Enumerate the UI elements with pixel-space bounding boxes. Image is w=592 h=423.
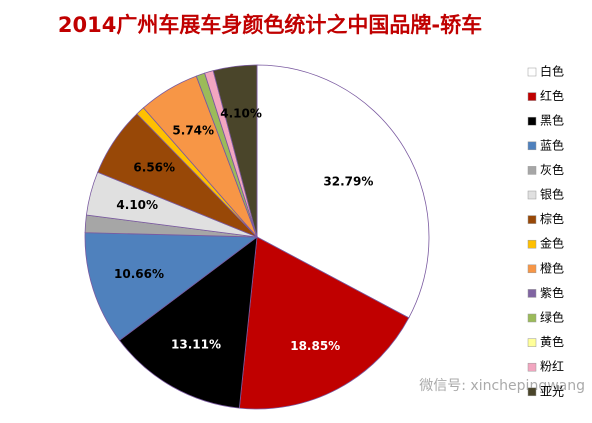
legend-label: 亚光 (540, 384, 564, 398)
pie-slice (84, 232, 259, 341)
legend-label: 黑色 (540, 114, 564, 128)
chart-title: 2014广州车展车身颜色统计之中国品牌-轿车 (58, 13, 482, 37)
data-label: 13.11% (171, 337, 221, 351)
legend-label: 金色 (540, 236, 564, 251)
legend-swatch (527, 362, 537, 372)
legend-swatch (527, 313, 537, 323)
legend-label: 蓝色 (540, 138, 564, 152)
legend-label: 棕色 (540, 211, 564, 226)
pie-slice (118, 236, 258, 409)
legend-swatch (527, 67, 537, 77)
legend-label: 粉红 (540, 359, 564, 374)
pie-slice (256, 64, 430, 319)
pie-slice (238, 236, 410, 410)
data-label: 6.56% (133, 160, 175, 174)
legend-swatch (527, 116, 537, 126)
data-label: 18.85% (290, 339, 340, 353)
pie-slice (212, 64, 258, 238)
legend-swatch (527, 166, 537, 175)
legend-swatch (527, 92, 537, 101)
legend-label: 橙色 (540, 260, 564, 275)
legend-swatch (527, 215, 537, 224)
legend-label: 红色 (540, 88, 564, 103)
data-label: 4.10% (220, 107, 262, 121)
watermark: 微信号: xinchepingwang (419, 378, 585, 394)
data-label: 4.10% (116, 198, 158, 212)
legend-label: 黄色 (540, 335, 564, 349)
data-label: 10.66% (114, 267, 164, 281)
legend-swatch (527, 289, 537, 298)
legend-swatch (527, 239, 537, 249)
legend-swatch (527, 190, 537, 200)
legend-label: 银色 (540, 188, 564, 202)
legend-label: 紫色 (540, 286, 564, 300)
legend-label: 白色 (540, 64, 564, 79)
legend-swatch (527, 387, 537, 397)
legend-swatch (527, 264, 537, 274)
legend-label: 绿色 (540, 310, 564, 325)
legend-swatch (527, 141, 537, 151)
data-label: 32.79% (323, 175, 373, 189)
data-label: 5.74% (172, 123, 214, 137)
legend-swatch (527, 338, 537, 347)
legend-label: 灰色 (540, 163, 564, 177)
